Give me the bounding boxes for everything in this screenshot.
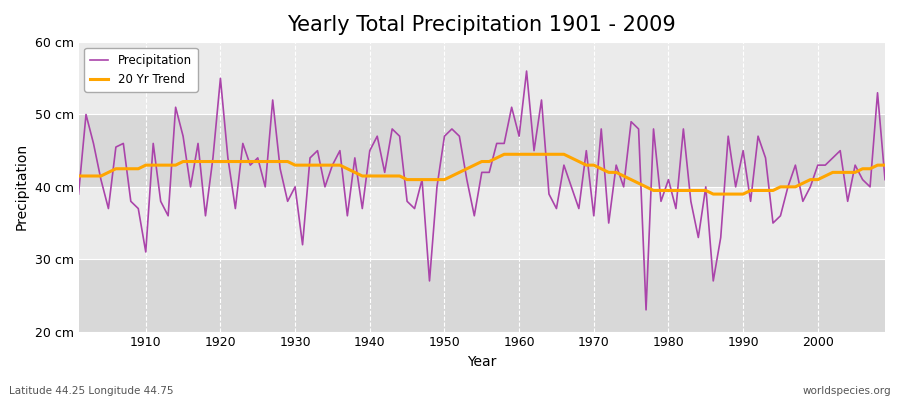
Precipitation	[342, 213, 353, 218]
Text: worldspecies.org: worldspecies.org	[803, 386, 891, 396]
Precipitation	[611, 163, 622, 168]
Precipitation	[506, 105, 517, 110]
Line: 20 Yr Trend: 20 Yr Trend	[78, 154, 885, 194]
Y-axis label: Precipitation: Precipitation	[15, 143, 29, 230]
20 Yr Trend	[133, 166, 144, 171]
20 Yr Trend	[514, 152, 525, 157]
Legend: Precipitation, 20 Yr Trend: Precipitation, 20 Yr Trend	[85, 48, 197, 92]
Bar	[78, 114, 885, 187]
Bar	[78, 259, 885, 332]
Precipitation	[514, 134, 525, 138]
20 Yr Trend	[879, 163, 890, 168]
Precipitation	[297, 242, 308, 247]
20 Yr Trend	[297, 163, 308, 168]
20 Yr Trend	[521, 152, 532, 157]
20 Yr Trend	[611, 170, 622, 175]
20 Yr Trend	[342, 166, 353, 171]
X-axis label: Year: Year	[467, 355, 497, 369]
Title: Yearly Total Precipitation 1901 - 2009: Yearly Total Precipitation 1901 - 2009	[287, 15, 676, 35]
Line: Precipitation: Precipitation	[78, 71, 885, 310]
20 Yr Trend	[73, 174, 84, 178]
20 Yr Trend	[708, 192, 719, 196]
Precipitation	[879, 177, 890, 182]
20 Yr Trend	[499, 152, 509, 157]
Precipitation	[521, 69, 532, 74]
Precipitation	[133, 206, 144, 211]
Text: Latitude 44.25 Longitude 44.75: Latitude 44.25 Longitude 44.75	[9, 386, 174, 396]
Precipitation	[641, 308, 652, 312]
Precipitation	[73, 192, 84, 196]
